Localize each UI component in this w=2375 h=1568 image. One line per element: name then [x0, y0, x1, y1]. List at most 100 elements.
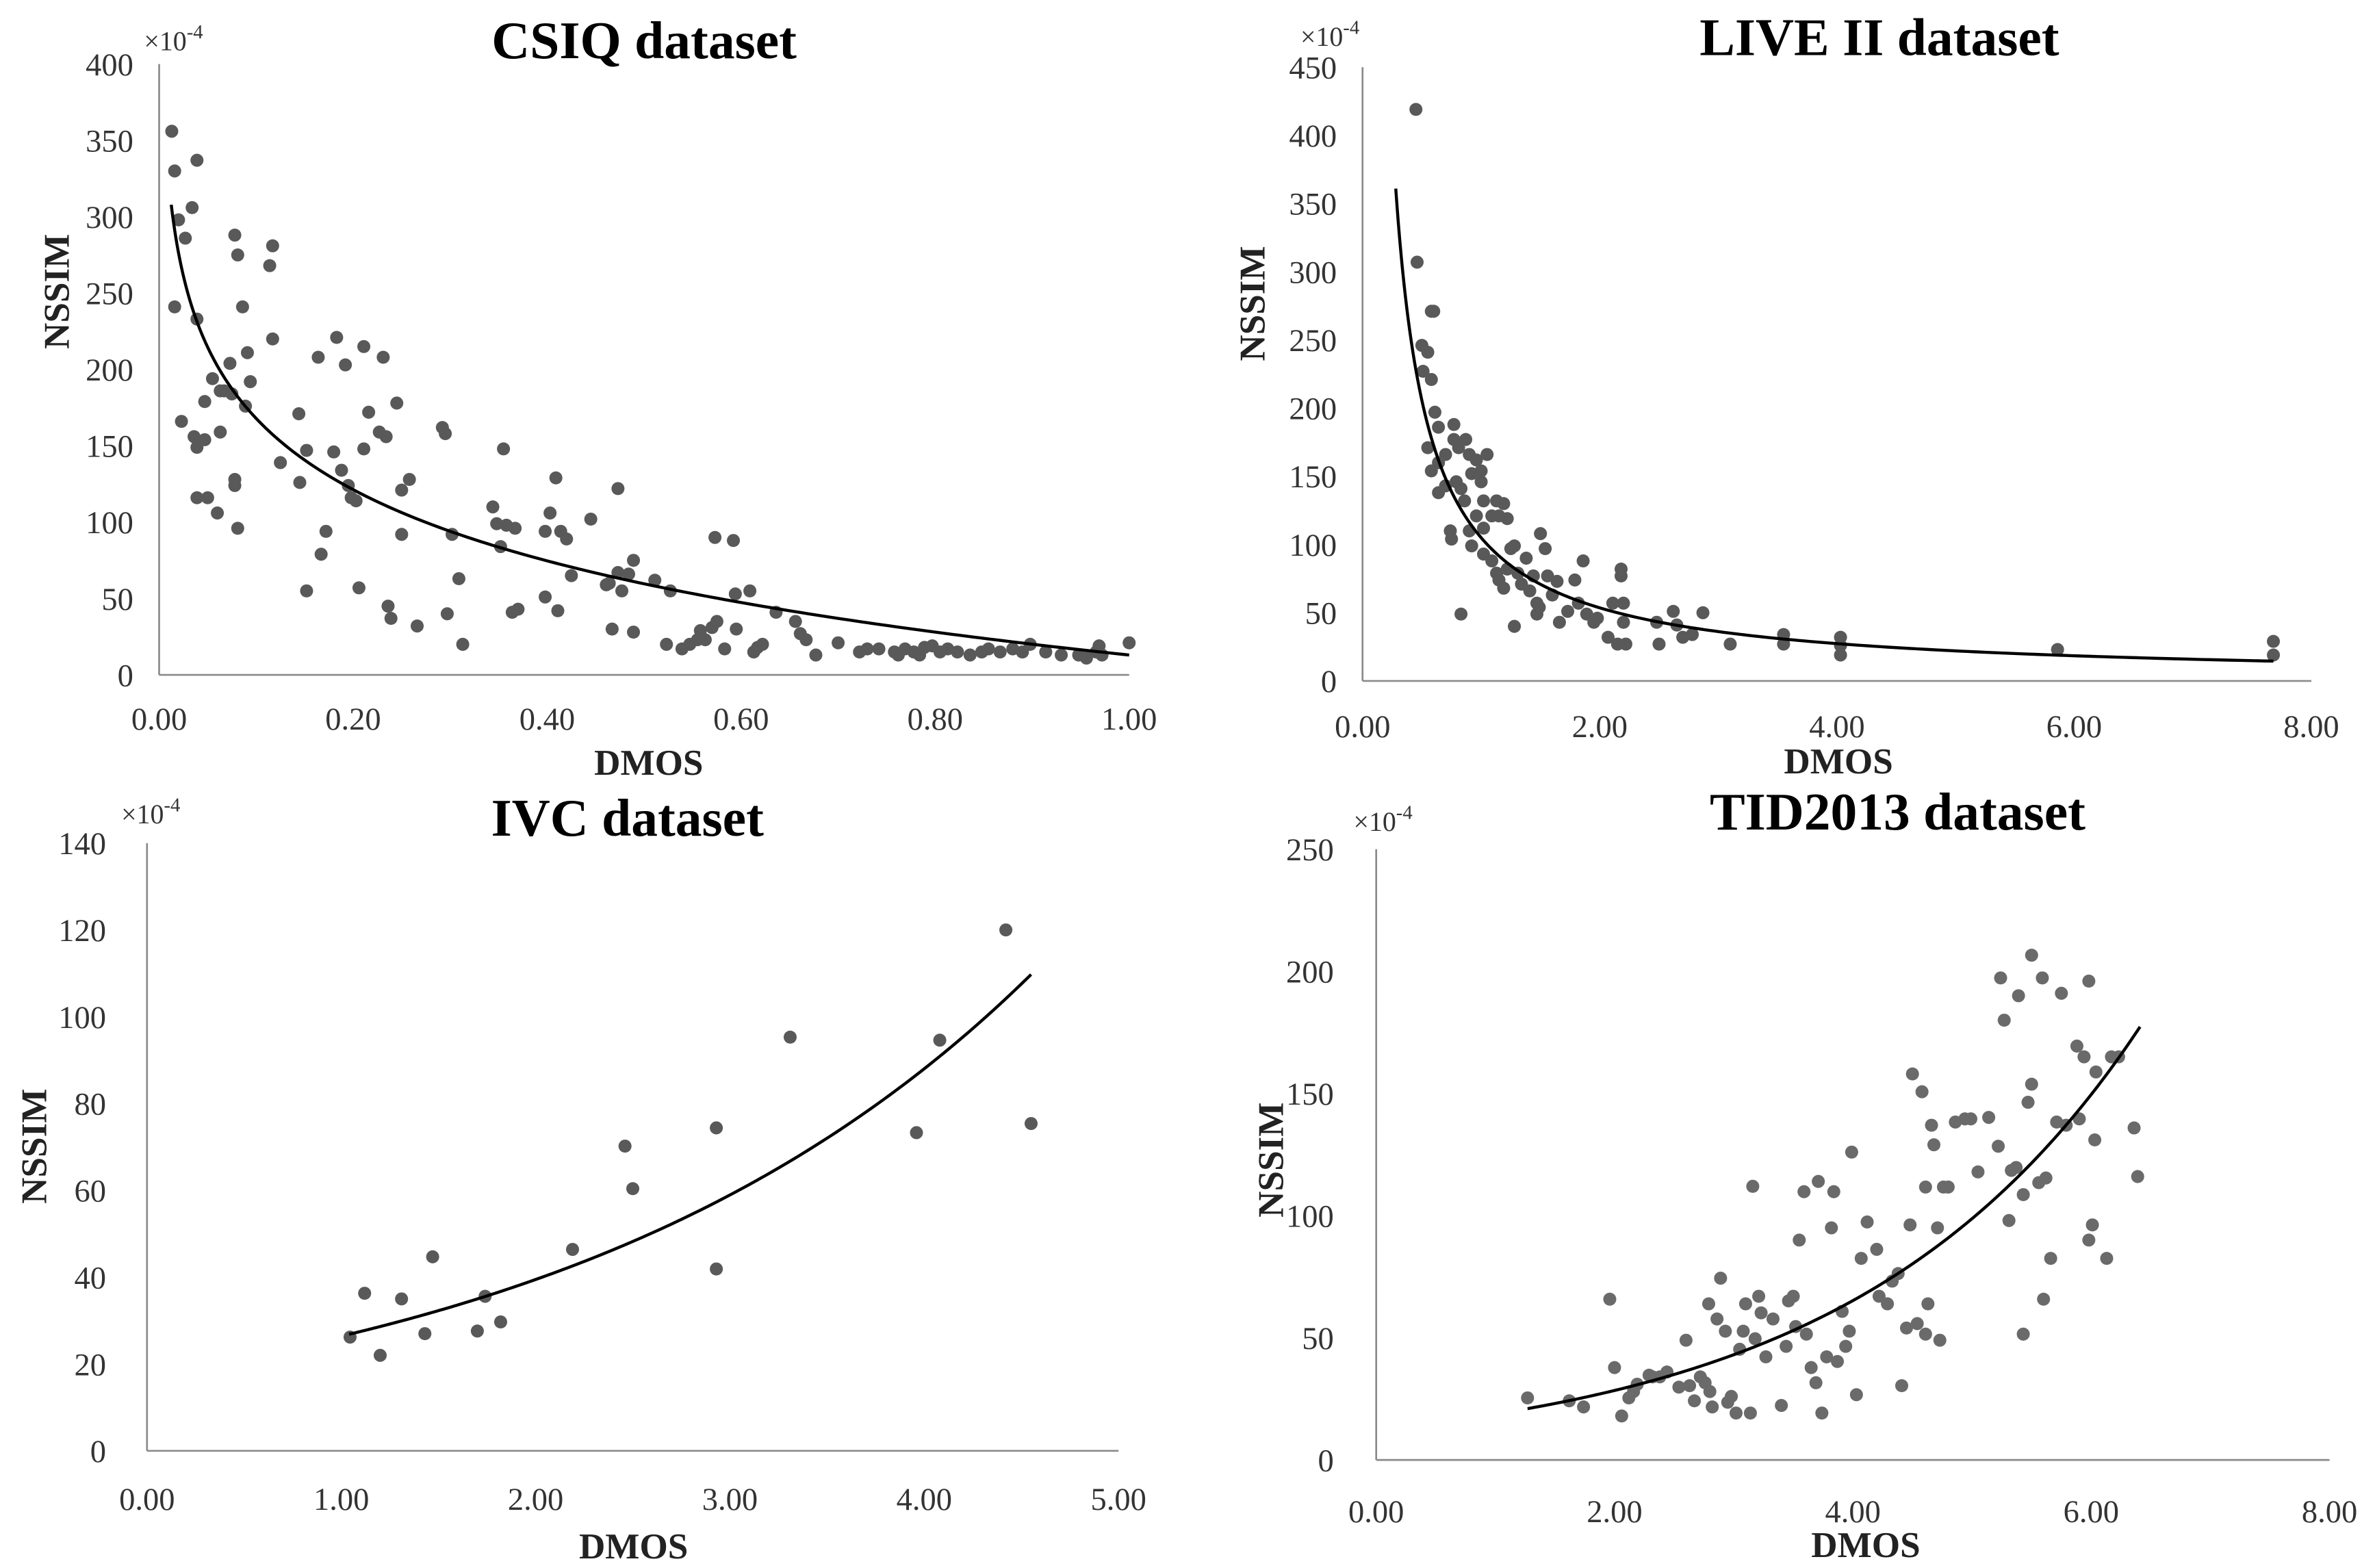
- fit-curve: [1394, 188, 2274, 663]
- data-point: [362, 405, 376, 419]
- data-point: [1454, 607, 1468, 621]
- data-point: [605, 622, 619, 636]
- x-tick-label: 4.00: [1825, 1495, 1880, 1530]
- data-point: [1469, 509, 1483, 523]
- data-point: [1696, 606, 1710, 619]
- data-point: [539, 524, 552, 538]
- x-tick-label: 0.40: [519, 702, 575, 737]
- data-point: [1024, 1117, 1038, 1131]
- data-point: [211, 506, 224, 520]
- data-point: [1736, 1324, 1750, 1338]
- data-point: [1992, 1140, 2005, 1153]
- data-point: [244, 375, 257, 389]
- data-point: [1746, 1179, 1760, 1193]
- data-point: [1780, 1339, 1793, 1353]
- scatter-points: [1521, 949, 2144, 1423]
- y-multiplier-exponent: -4: [1343, 16, 1359, 38]
- y-tick-label: 200: [1286, 955, 1334, 990]
- data-point: [1685, 628, 1699, 641]
- x-axis-label: DMOS: [579, 1527, 688, 1567]
- data-point: [999, 923, 1013, 937]
- data-point: [1881, 1297, 1895, 1311]
- y-tick-label: 140: [58, 827, 106, 862]
- data-point: [910, 1126, 923, 1140]
- data-point: [1903, 1218, 1917, 1232]
- data-point: [1039, 645, 1053, 659]
- data-point: [1424, 372, 1438, 386]
- data-point: [339, 358, 352, 372]
- data-point: [231, 248, 244, 262]
- data-point: [1485, 554, 1499, 568]
- data-point: [1799, 1327, 1813, 1341]
- data-point: [349, 494, 363, 508]
- data-point: [1729, 1406, 1743, 1420]
- data-point: [390, 396, 404, 410]
- data-point: [1608, 1361, 1621, 1374]
- y-multiplier-label: ×10-4: [121, 794, 180, 830]
- data-point: [1683, 1379, 1697, 1393]
- data-point: [2051, 643, 2064, 656]
- data-point: [1905, 1067, 1919, 1081]
- data-point: [300, 584, 313, 597]
- data-point: [168, 300, 181, 313]
- data-point: [1927, 1138, 1941, 1152]
- data-point: [708, 530, 722, 544]
- data-point: [1469, 453, 1483, 467]
- data-point: [2070, 1039, 2083, 1053]
- data-point: [1870, 1242, 1884, 1256]
- data-point: [539, 590, 552, 604]
- data-point: [1476, 522, 1491, 535]
- y-multiplier-exponent: -4: [1396, 801, 1413, 823]
- data-point: [1532, 600, 1546, 614]
- data-point: [565, 1243, 580, 1257]
- data-point: [1793, 1233, 1806, 1247]
- data-point: [615, 584, 629, 597]
- x-tick-label: 2.00: [1572, 710, 1628, 745]
- data-point: [1931, 1221, 1944, 1235]
- x-tick-label: 6.00: [2046, 710, 2102, 745]
- data-point: [1447, 417, 1461, 431]
- data-point: [1497, 581, 1511, 595]
- data-point: [190, 491, 204, 504]
- data-point: [179, 231, 192, 245]
- data-point: [1830, 1354, 1845, 1368]
- data-point: [1601, 630, 1615, 644]
- x-tick-label: 1.00: [1101, 702, 1157, 737]
- data-point: [756, 637, 769, 651]
- data-point: [509, 522, 522, 535]
- data-point: [2016, 1327, 2030, 1341]
- data-point: [560, 532, 574, 546]
- data-point: [710, 615, 723, 628]
- data-point: [274, 456, 287, 470]
- data-point: [201, 491, 214, 504]
- data-point: [1843, 1324, 1856, 1338]
- x-tick-label: 4.00: [1809, 710, 1864, 745]
- data-point: [1964, 1112, 1978, 1126]
- data-point: [1725, 1389, 1738, 1403]
- data-point: [860, 642, 874, 656]
- data-point: [1508, 539, 1522, 553]
- data-point: [1667, 604, 1680, 618]
- data-point: [490, 517, 504, 530]
- data-point: [728, 587, 742, 601]
- chart-panel-ivc: 0 20 40 60 80 100 120 140 0.00 1.00 2.00 3.00 4.00 5.…: [14, 788, 1146, 1567]
- data-point: [1497, 497, 1511, 511]
- data-point: [225, 387, 239, 401]
- data-point: [263, 259, 277, 272]
- data-point: [1743, 1406, 1757, 1420]
- x-tick-label: 2.00: [1587, 1495, 1642, 1530]
- data-point: [223, 357, 237, 370]
- y-tick-label: 250: [1289, 324, 1337, 359]
- data-point: [1480, 448, 1494, 461]
- y-multiplier-label: ×10-4: [1353, 801, 1412, 837]
- data-point: [1839, 1339, 1853, 1353]
- data-point: [379, 430, 393, 444]
- y-tick-label: 250: [1286, 833, 1334, 868]
- data-point: [456, 637, 470, 651]
- y-tick-label: 0: [1318, 1443, 1333, 1478]
- data-point: [335, 463, 348, 477]
- y-multiplier-base: ×10: [144, 26, 186, 57]
- data-point: [2127, 1121, 2141, 1135]
- y-tick-label: 350: [86, 124, 133, 159]
